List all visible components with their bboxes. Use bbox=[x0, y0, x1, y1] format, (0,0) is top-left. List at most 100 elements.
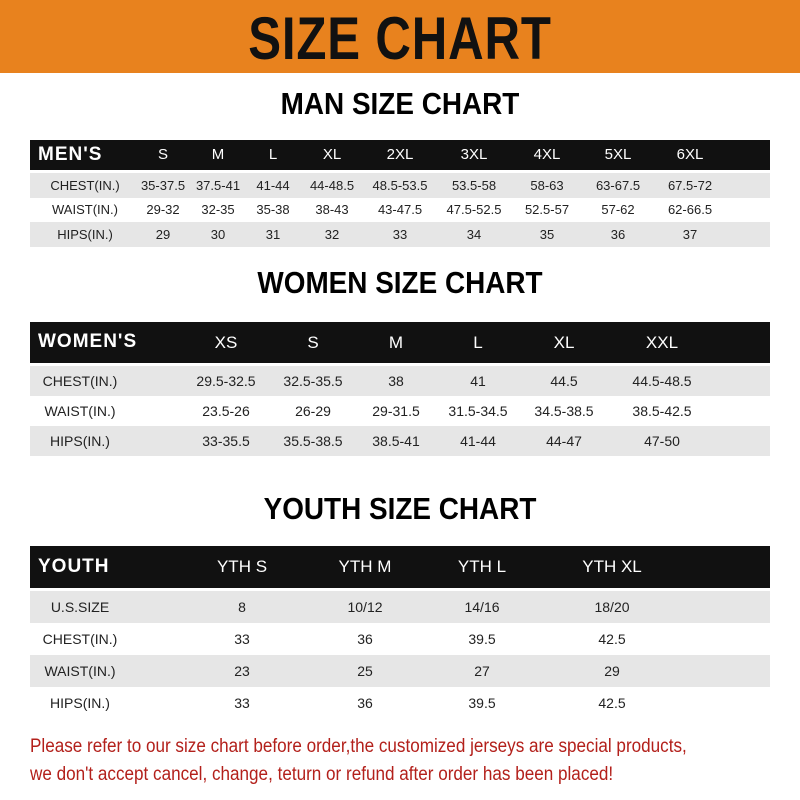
measurement-cell: 37.5-41 bbox=[195, 177, 241, 193]
measurement-cell: 47-50 bbox=[644, 432, 680, 449]
size-header: 5XL bbox=[604, 146, 632, 164]
measurement-cell: 14/16 bbox=[464, 598, 500, 615]
row-label: HIPS(IN.) bbox=[50, 694, 110, 711]
size-header: 2XL bbox=[386, 146, 414, 164]
size-header: 4XL bbox=[533, 146, 561, 164]
measurement-cell: 44-48.5 bbox=[309, 177, 355, 193]
banner-title: SIZE CHART bbox=[248, 5, 552, 72]
measurement-cell: 43-47.5 bbox=[377, 202, 423, 218]
measurement-cell: 23.5-26 bbox=[202, 402, 250, 419]
measurement-cell: 44-47 bbox=[546, 432, 582, 449]
size-header: M bbox=[388, 332, 404, 352]
footer-notice-line-2: we don't accept cancel, change, teturn o… bbox=[30, 764, 614, 785]
size-header: YTH M bbox=[338, 557, 392, 577]
row-label: WAIST(IN.) bbox=[44, 402, 116, 419]
table-row: WAIST(IN.) 23.5-26 26-29 29-31.5 31.5-34.5 34… bbox=[30, 396, 770, 426]
measurement-cell: 36 bbox=[610, 226, 626, 242]
measurement-cell: 31 bbox=[265, 226, 281, 242]
size-header: L bbox=[473, 332, 483, 352]
measurement-cell: 39.5 bbox=[468, 694, 496, 711]
size-header: YTH L bbox=[457, 557, 507, 577]
table-row: WAIST(IN.) 29-32 32-35 35-38 38-43 43-47.5 47.… bbox=[30, 198, 770, 223]
size-header: L bbox=[268, 146, 278, 164]
measurement-cell: 37 bbox=[682, 226, 698, 242]
measurement-cell: 38 bbox=[388, 372, 404, 389]
measurement-cell: 38.5-42.5 bbox=[632, 402, 692, 419]
measurement-cell: 39.5 bbox=[468, 630, 496, 647]
measurement-cell: 29.5-32.5 bbox=[196, 372, 256, 389]
size-header: XXL bbox=[645, 332, 679, 352]
row-label: HIPS(IN.) bbox=[57, 226, 113, 242]
youth-header-row: YOUTH YTH S YTH M YTH L YTH XL bbox=[30, 546, 770, 588]
measurement-cell: 32.5-35.5 bbox=[283, 372, 343, 389]
measurement-cell: 26-29 bbox=[295, 402, 331, 419]
measurement-cell: 35-37.5 bbox=[140, 177, 186, 193]
table-row: CHEST(IN.) 29.5-32.5 32.5-35.5 38 41 44.5 44.5… bbox=[30, 366, 770, 396]
row-label: CHEST(IN.) bbox=[50, 177, 120, 193]
measurement-cell: 36 bbox=[357, 630, 373, 647]
measurement-cell: 41 bbox=[470, 372, 486, 389]
table-row: HIPS(IN.) 33-35.5 35.5-38.5 38.5-41 41-44 44-… bbox=[30, 426, 770, 456]
measurement-cell: 27 bbox=[474, 662, 490, 679]
measurement-cell: 31.5-34.5 bbox=[448, 402, 508, 419]
measurement-cell: 30 bbox=[210, 226, 226, 242]
table-row: WAIST(IN.) 23 25 27 29 bbox=[30, 655, 770, 687]
table-row: HIPS(IN.) 29 30 31 32 33 34 35 36 37 bbox=[30, 222, 770, 247]
measurement-cell: 32 bbox=[324, 226, 340, 242]
row-label: WAIST(IN.) bbox=[52, 202, 118, 218]
men-header-row: MEN'S S M L XL 2XL 3XL 4XL 5XL 6XL bbox=[30, 140, 770, 170]
measurement-cell: 34.5-38.5 bbox=[534, 402, 594, 419]
size-header: YTH XL bbox=[582, 557, 642, 577]
youth-section-title: YOUTH SIZE CHART bbox=[263, 491, 537, 526]
measurement-cell: 18/20 bbox=[594, 598, 630, 615]
measurement-cell: 36 bbox=[357, 694, 373, 711]
measurement-cell: 41-44 bbox=[460, 432, 496, 449]
size-header: XL bbox=[553, 332, 575, 352]
measurement-cell: 29 bbox=[155, 226, 171, 242]
table-row: CHEST(IN.) 35-37.5 37.5-41 41-44 44-48.5 48.5… bbox=[30, 173, 770, 198]
row-label: WAIST(IN.) bbox=[44, 662, 116, 679]
measurement-cell: 35-38 bbox=[256, 202, 290, 218]
table-row: U.S.SIZE 8 10/12 14/16 18/20 bbox=[30, 591, 770, 623]
measurement-cell: 44.5 bbox=[550, 372, 578, 389]
measurement-cell: 34 bbox=[466, 226, 482, 242]
table-row: HIPS(IN.) 33 36 39.5 42.5 bbox=[30, 687, 770, 719]
measurement-cell: 25 bbox=[357, 662, 373, 679]
measurement-cell: 52.5-57 bbox=[524, 202, 570, 218]
measurement-cell: 38.5-41 bbox=[372, 432, 420, 449]
size-header: S bbox=[307, 332, 319, 352]
measurement-cell: 35.5-38.5 bbox=[283, 432, 343, 449]
row-label: HIPS(IN.) bbox=[50, 432, 110, 449]
measurement-cell: 32-35 bbox=[201, 202, 235, 218]
measurement-cell: 42.5 bbox=[598, 630, 626, 647]
measurement-cell: 8 bbox=[238, 598, 246, 615]
table-row: CHEST(IN.) 33 36 39.5 42.5 bbox=[30, 623, 770, 655]
size-chart-banner: SIZE CHART bbox=[0, 0, 800, 73]
measurement-cell: 38-43 bbox=[315, 202, 349, 218]
header-label: MEN'S bbox=[38, 143, 103, 165]
measurement-cell: 33 bbox=[234, 694, 250, 711]
size-header: 3XL bbox=[460, 146, 488, 164]
measurement-cell: 58-63 bbox=[530, 177, 564, 193]
measurement-cell: 41-44 bbox=[256, 177, 290, 193]
size-header: YTH S bbox=[216, 557, 268, 577]
women-header-row: WOMEN'S XS S M L XL XXL bbox=[30, 322, 770, 363]
measurement-cell: 35 bbox=[539, 226, 555, 242]
men-section-title: MAN SIZE CHART bbox=[280, 86, 520, 121]
measurement-cell: 63-67.5 bbox=[595, 177, 641, 193]
header-label: WOMEN'S bbox=[38, 331, 138, 353]
measurement-cell: 42.5 bbox=[598, 694, 626, 711]
measurement-cell: 53.5-58 bbox=[451, 177, 497, 193]
measurement-cell: 57-62 bbox=[601, 202, 635, 218]
measurement-cell: 10/12 bbox=[347, 598, 383, 615]
measurement-cell: 62-66.5 bbox=[667, 202, 713, 218]
size-header: S bbox=[157, 146, 169, 164]
size-header: M bbox=[211, 146, 225, 164]
measurement-cell: 29 bbox=[604, 662, 620, 679]
measurement-cell: 29-32 bbox=[146, 202, 180, 218]
row-label: CHEST(IN.) bbox=[42, 372, 118, 389]
row-label: U.S.SIZE bbox=[50, 598, 110, 615]
measurement-cell: 33-35.5 bbox=[202, 432, 250, 449]
measurement-cell: 44.5-48.5 bbox=[632, 372, 692, 389]
measurement-cell: 33 bbox=[234, 630, 250, 647]
